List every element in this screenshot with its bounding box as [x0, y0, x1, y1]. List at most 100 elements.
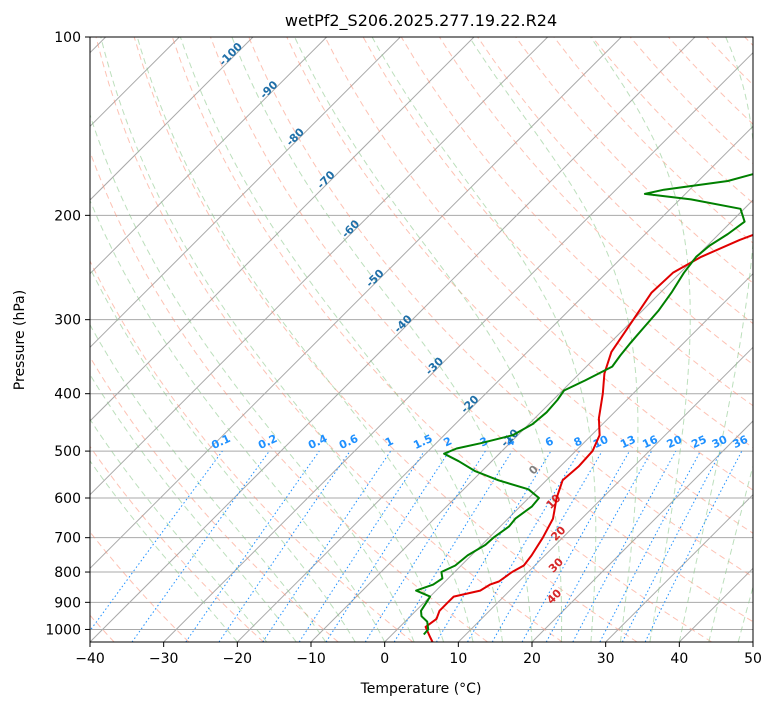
mixing-ratio-line [90, 450, 223, 632]
dry-adiabat-line [133, 37, 638, 642]
isotherm-lines [90, 37, 753, 642]
moist-adiabat-line [90, 267, 356, 642]
dry-adiabat-line [90, 150, 488, 642]
y-tick-label: 900 [54, 595, 81, 611]
moist-adiabat-label: 20 [548, 523, 568, 543]
dry-adiabat-label: -80 [284, 125, 307, 148]
x-tick-label: −30 [149, 651, 179, 667]
mixing-ratio-line [218, 450, 351, 642]
moist-adiabat-line [90, 323, 327, 642]
x-axis-label: Temperature (°C) [360, 681, 482, 697]
isotherm-line [90, 37, 328, 275]
y-axis-ticks: 100 200 300 400 500 600 700 800 900 1000 [45, 30, 90, 638]
dry-adiabat-line [515, 37, 753, 284]
mixing-ratio-line [644, 450, 743, 642]
y-tick-label: 800 [54, 565, 81, 581]
dry-adiabat-line [477, 37, 753, 325]
isotherm-line [90, 37, 622, 570]
mixing-ratio-label: 10 [591, 433, 611, 451]
x-tick-label: 20 [523, 651, 541, 667]
dry-adiabat-line [286, 37, 753, 534]
dry-adiabat-line [90, 356, 339, 642]
moist-adiabat-line [90, 113, 415, 642]
dry-adiabat-line [324, 37, 753, 491]
mixing-ratio-line [364, 450, 486, 642]
moist-adiabat-line [371, 37, 597, 642]
dry-adiabat-line [668, 37, 753, 125]
mixing-ratio-label: 8 [572, 434, 584, 449]
y-tick-label: 400 [54, 387, 81, 403]
dry-adiabat-line [90, 445, 264, 642]
dry-adiabat-label: -40 [392, 312, 415, 335]
dry-adiabat-label: -70 [314, 168, 337, 191]
isotherm-line [384, 272, 753, 642]
dry-adiabat-line [90, 259, 414, 642]
isotherm-line [90, 37, 696, 642]
mixing-ratio-line [262, 450, 392, 642]
mixing-ratio-label: 36 [731, 433, 751, 451]
isotherm-line [605, 493, 753, 642]
mixing-ratio-label: 25 [689, 433, 708, 451]
plot-area: 0.1 0.2 0.4 0.6 1 1.5 2 3 4 6 8 10 13 16 20 25 30 36-100-… [90, 37, 753, 642]
mixing-ratio-line [435, 450, 552, 642]
dry-adiabat-label: -50 [363, 267, 386, 290]
mixing-ratio-label: 20 [665, 433, 685, 451]
plot-frame [89, 36, 754, 643]
mixing-ratio-line [393, 450, 513, 642]
moist-adiabat-line [737, 585, 753, 642]
mixing-ratio-line [131, 450, 270, 642]
isotherm-line [90, 37, 475, 422]
moist-adiabat-lines [90, 37, 753, 642]
isotherm-line [236, 125, 753, 642]
y-tick-label: 100 [54, 30, 81, 46]
mixing-ratio-line [572, 450, 677, 642]
mixing-ratio-label: 0.2 [256, 432, 279, 452]
isotherm-line [310, 199, 753, 642]
mixing-ratio-line [545, 450, 653, 642]
moist-adiabat-line [90, 460, 238, 642]
dry-adiabat-line [171, 37, 712, 642]
mixing-ratio-label: 0.4 [306, 432, 329, 452]
y-axis-label: Pressure (hPa) [12, 290, 28, 390]
moist-adiabat-line [468, 37, 639, 642]
dry-adiabat-lines [90, 37, 753, 642]
dry-adiabat-label: -90 [257, 78, 280, 101]
profile-series [415, 173, 753, 642]
mixing-ratio-line [325, 450, 450, 642]
dry-adiabat-line [553, 37, 753, 244]
isobar-lines [90, 37, 753, 630]
dry-adiabat-line [744, 37, 753, 47]
moist-adiabat-line [179, 37, 503, 642]
dry-adiabat-label: -100 [216, 40, 245, 69]
mixing-ratio-lines [90, 450, 743, 642]
dry-adiabat-label: -20 [458, 393, 481, 416]
temperature-profile-line [424, 233, 753, 642]
x-tick-label: 50 [744, 651, 762, 667]
y-tick-label: 500 [54, 444, 81, 460]
mixing-ratio-label: 6 [543, 434, 556, 449]
x-tick-label: −10 [296, 651, 326, 667]
mixing-ratio-label: 30 [710, 433, 730, 451]
isotherm-line [678, 567, 753, 642]
y-tick-label: 1000 [45, 622, 81, 638]
moist-adiabat-line [90, 418, 268, 642]
mixing-ratio-line [599, 450, 701, 642]
dry-adiabat-line [706, 37, 753, 86]
mixing-ratio-label: 13 [618, 433, 637, 451]
mixing-ratio-line [185, 450, 320, 642]
chart-title: wetPf2_S206.2025.277.19.22.R24 [285, 11, 557, 31]
moist-adiabat-line [231, 37, 533, 642]
y-tick-label: 600 [54, 491, 81, 507]
mixing-ratio-line [521, 450, 630, 642]
mixing-ratio-label: 0.1 [209, 432, 232, 452]
moist-adiabat-line [90, 373, 297, 642]
mixing-ratio-line [298, 450, 425, 642]
x-axis-ticks: −40 −30 −20 −10 0 10 20 30 40 50 [75, 642, 762, 667]
mixing-ratio-label: 1 [383, 434, 395, 449]
isotherm-line [752, 641, 753, 642]
dry-adiabat-line [90, 531, 190, 642]
moist-adiabat-line [678, 37, 753, 642]
moist-adiabat-line [90, 199, 386, 642]
x-tick-label: 10 [449, 651, 467, 667]
dry-adiabat-label: -60 [339, 217, 362, 240]
